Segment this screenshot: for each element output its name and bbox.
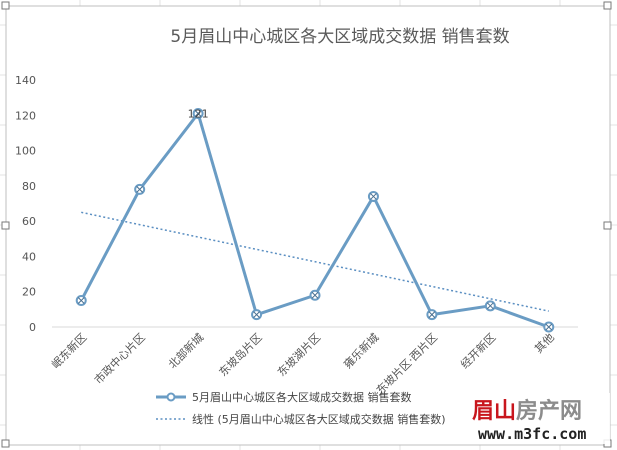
series-marker[interactable] bbox=[192, 108, 204, 120]
handle-top-left[interactable] bbox=[1, 1, 10, 10]
legend-series-label: 5月眉山中心城区各大区域成交数据 销售套数 bbox=[192, 390, 412, 404]
y-tick-label: 120 bbox=[15, 109, 36, 122]
series-marker[interactable] bbox=[251, 309, 263, 321]
series-marker[interactable] bbox=[426, 309, 438, 321]
trendline[interactable] bbox=[81, 211, 549, 312]
watermark: 眉山房产网 www.m3fc.com bbox=[468, 393, 610, 444]
legend[interactable]: 5月眉山中心城区各大区域成交数据 销售套数 线性 (5月眉山中心城区各大区域成交… bbox=[156, 390, 446, 426]
y-tick-label: 0 bbox=[29, 321, 36, 334]
handle-bottom-left[interactable] bbox=[1, 439, 10, 448]
chart-title[interactable]: 5月眉山中心城区各大区域成交数据 销售套数 bbox=[170, 27, 509, 47]
handle-top-right[interactable] bbox=[603, 1, 612, 10]
legend-trend-label: 线性 (5月眉山中心城区各大区域成交数据 销售套数) bbox=[192, 412, 446, 426]
legend-series-marker bbox=[166, 392, 176, 402]
data-label: 121 bbox=[188, 108, 209, 121]
series-marker[interactable] bbox=[484, 300, 496, 312]
series-marker[interactable] bbox=[309, 289, 321, 301]
chart-area[interactable] bbox=[5, 5, 611, 446]
watermark-url: www.m3fc.com bbox=[478, 425, 586, 443]
series-marker[interactable] bbox=[75, 295, 87, 307]
handle-middle-right[interactable] bbox=[603, 221, 612, 230]
series-markers bbox=[75, 108, 555, 333]
y-tick-label: 80 bbox=[22, 180, 36, 193]
series-marker[interactable] bbox=[543, 321, 555, 333]
y-tick-label: 100 bbox=[15, 145, 36, 158]
series-marker[interactable] bbox=[134, 183, 146, 195]
watermark-backdrop bbox=[468, 393, 610, 444]
handle-middle-left[interactable] bbox=[1, 221, 10, 230]
y-tick-label: 20 bbox=[22, 286, 36, 299]
y-tick-label: 60 bbox=[22, 215, 36, 228]
watermark-brand: 眉山房产网 bbox=[472, 398, 582, 424]
y-axis-tick-labels: 0 20 40 60 80 100 120 140 bbox=[15, 74, 36, 334]
y-tick-label: 40 bbox=[22, 250, 36, 263]
series-marker[interactable] bbox=[367, 190, 379, 202]
y-tick-label: 140 bbox=[15, 74, 36, 87]
